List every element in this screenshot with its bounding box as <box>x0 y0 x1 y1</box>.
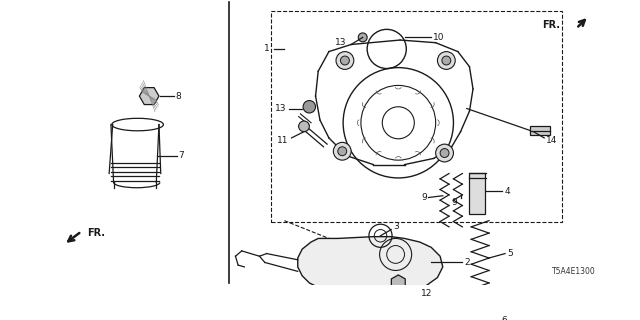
Circle shape <box>442 56 451 65</box>
Bar <box>530 126 550 135</box>
Text: 2: 2 <box>464 258 470 267</box>
Text: 7: 7 <box>179 151 184 160</box>
Circle shape <box>338 147 347 156</box>
Text: 3: 3 <box>393 222 399 231</box>
Bar <box>271 11 562 222</box>
Text: FR.: FR. <box>87 228 105 238</box>
Bar <box>470 173 486 213</box>
Circle shape <box>437 52 455 69</box>
Text: 13: 13 <box>335 38 347 47</box>
Circle shape <box>440 148 449 157</box>
Text: 12: 12 <box>421 289 433 298</box>
Text: 9: 9 <box>421 193 427 202</box>
Text: T5A4E1300: T5A4E1300 <box>552 267 596 276</box>
Text: FR.: FR. <box>542 20 560 30</box>
Polygon shape <box>298 237 443 293</box>
Circle shape <box>303 100 316 113</box>
Circle shape <box>336 52 354 69</box>
Circle shape <box>333 142 351 160</box>
Text: 13: 13 <box>275 104 286 113</box>
Text: 5: 5 <box>507 249 513 258</box>
Circle shape <box>358 33 367 42</box>
Text: 10: 10 <box>433 33 445 42</box>
Circle shape <box>299 121 309 132</box>
Text: 6: 6 <box>502 316 508 320</box>
Text: 1: 1 <box>264 44 270 53</box>
Text: 14: 14 <box>546 136 557 145</box>
Text: 4: 4 <box>504 187 510 196</box>
Text: 11: 11 <box>276 136 288 145</box>
Circle shape <box>340 56 349 65</box>
Text: 9: 9 <box>451 198 457 207</box>
Circle shape <box>436 144 454 162</box>
Text: 8: 8 <box>176 92 182 100</box>
